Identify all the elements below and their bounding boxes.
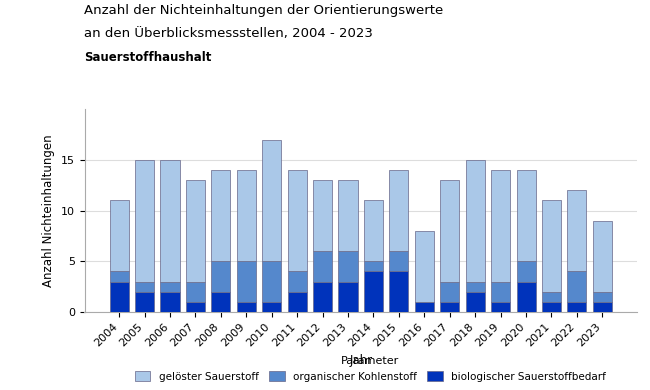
Bar	[110, 271, 129, 282]
Bar	[415, 302, 434, 312]
Bar	[389, 170, 408, 251]
Bar	[593, 302, 612, 312]
Bar	[389, 251, 408, 271]
Bar	[364, 271, 383, 312]
X-axis label: Jahr: Jahr	[349, 355, 372, 367]
Bar	[339, 282, 358, 312]
Bar	[313, 282, 332, 312]
Bar	[211, 261, 230, 292]
Bar	[389, 271, 408, 312]
Bar	[262, 261, 281, 302]
Bar	[491, 170, 510, 282]
Bar	[517, 282, 536, 312]
Bar	[517, 261, 536, 282]
Bar	[415, 231, 434, 302]
Bar	[211, 292, 230, 312]
Bar	[491, 302, 510, 312]
Bar	[186, 302, 205, 312]
Bar	[110, 200, 129, 271]
Bar	[465, 160, 485, 282]
Bar	[186, 180, 205, 282]
Bar	[313, 180, 332, 251]
Bar	[262, 302, 281, 312]
Bar	[593, 292, 612, 302]
Bar	[465, 292, 485, 312]
Bar	[364, 200, 383, 261]
Bar	[237, 261, 256, 302]
Bar	[440, 282, 460, 302]
Bar	[567, 271, 586, 302]
Bar	[364, 261, 383, 271]
Bar	[211, 170, 230, 261]
Bar	[542, 302, 561, 312]
Bar	[567, 302, 586, 312]
Bar	[542, 292, 561, 302]
Bar	[262, 140, 281, 261]
Bar	[465, 282, 485, 292]
Bar	[517, 170, 536, 261]
Bar	[567, 190, 586, 271]
Bar	[288, 292, 307, 312]
Bar	[161, 160, 179, 282]
Bar	[593, 221, 612, 292]
Bar	[161, 282, 179, 292]
Text: an den Überblicksmessstellen, 2004 - 2023: an den Überblicksmessstellen, 2004 - 202…	[84, 27, 373, 40]
Bar	[110, 282, 129, 312]
Bar	[440, 180, 460, 282]
Bar	[339, 251, 358, 282]
Bar	[161, 292, 179, 312]
Bar	[491, 282, 510, 302]
Bar	[135, 282, 154, 292]
Bar	[542, 200, 561, 292]
Bar	[135, 292, 154, 312]
Bar	[288, 170, 307, 271]
Bar	[440, 302, 460, 312]
Y-axis label: Anzahl Nichteinhaltungen: Anzahl Nichteinhaltungen	[42, 134, 55, 287]
Bar	[186, 282, 205, 302]
Bar	[339, 180, 358, 251]
Bar	[135, 160, 154, 282]
Text: Sauerstoffhaushalt: Sauerstoffhaushalt	[84, 51, 212, 64]
Text: Anzahl der Nichteinhaltungen der Orientierungswerte: Anzahl der Nichteinhaltungen der Orienti…	[84, 4, 444, 17]
Legend: gelöster Sauerstoff, organischer Kohlenstoff, biologischer Sauerstoffbedarf: gelöster Sauerstoff, organischer Kohlens…	[132, 353, 609, 385]
Bar	[237, 302, 256, 312]
Bar	[313, 251, 332, 282]
Bar	[237, 170, 256, 261]
Bar	[288, 271, 307, 292]
